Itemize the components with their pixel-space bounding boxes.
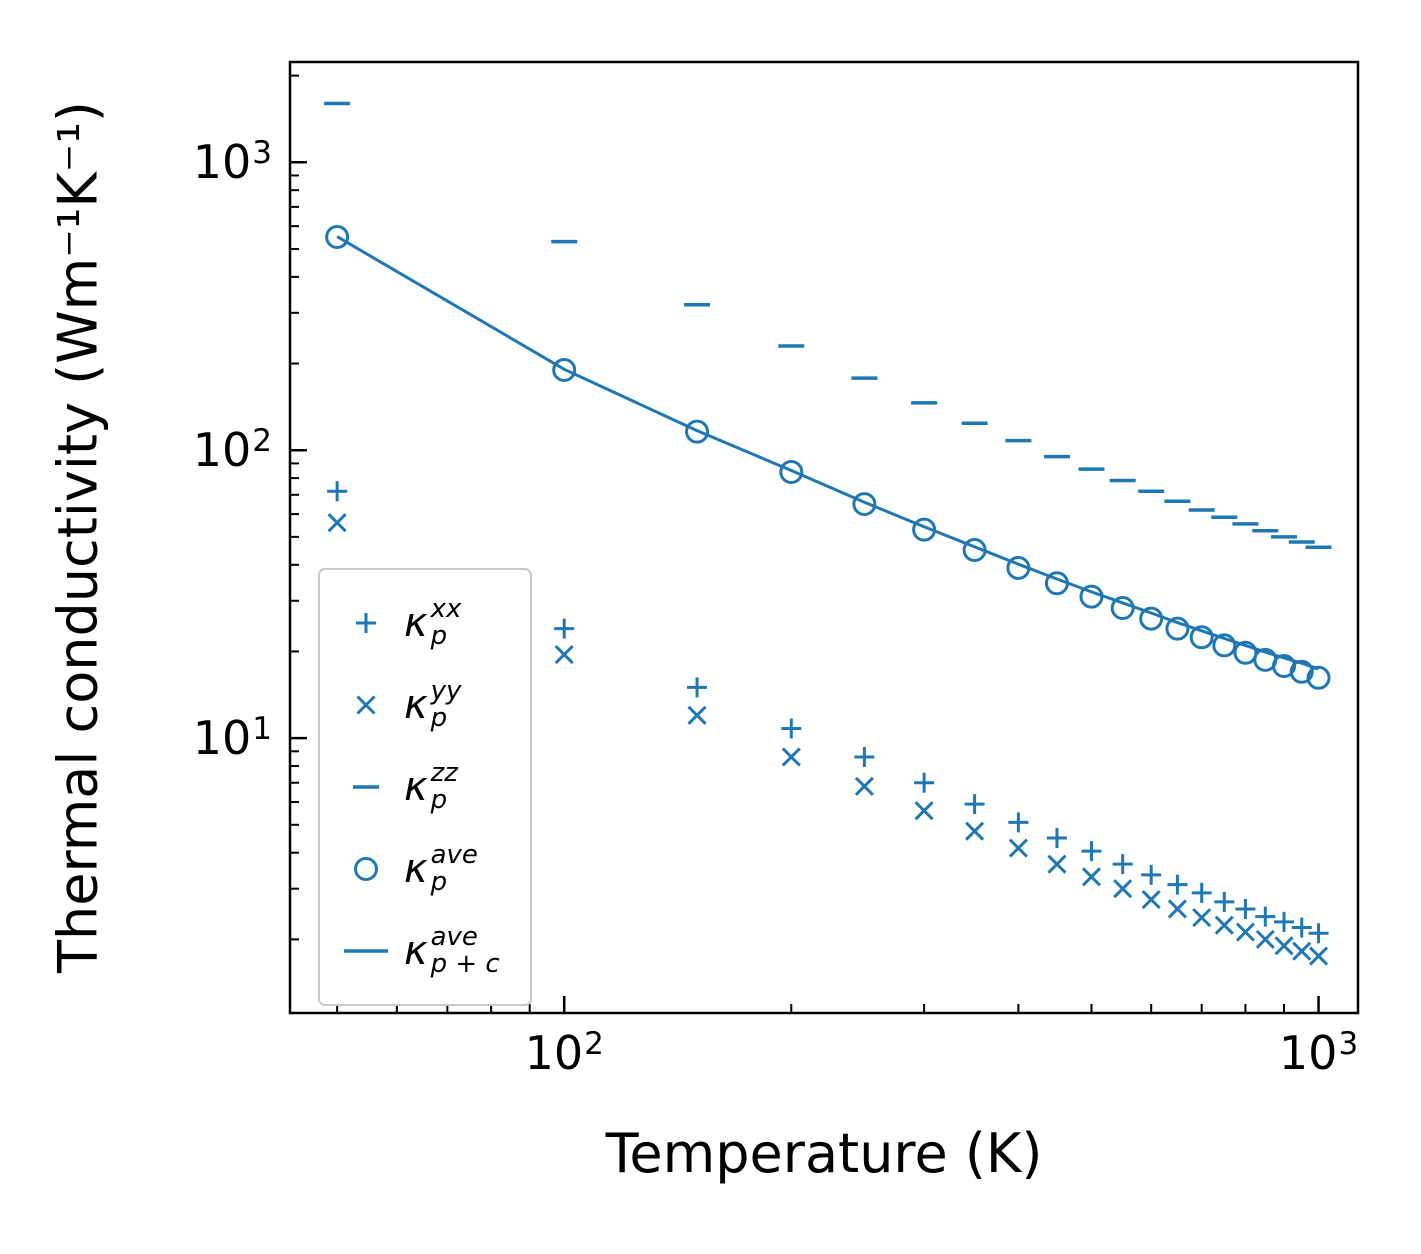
legend-entry-kappa_p_plus_c_ave: κ ave p + c xyxy=(338,914,500,988)
plus-marker-icon xyxy=(356,613,376,633)
ytick-label: 101 xyxy=(192,711,272,766)
line-marker-icon xyxy=(344,949,388,953)
y-axis-label: Thermal conductivity (Wm⁻¹K⁻¹) xyxy=(46,101,110,973)
legend: κ xx p κ yy p κ zz p κ ave p κ ave p + c xyxy=(318,568,532,1006)
series-kappa_p_zz xyxy=(324,101,1332,550)
ytick-label: 103 xyxy=(192,135,272,190)
legend-label: κ ave p xyxy=(404,840,478,897)
x-major-ticks xyxy=(562,996,1320,1013)
hline-marker-icon xyxy=(353,785,379,789)
series-kappa_p_yy xyxy=(327,513,1329,966)
y-major-ticks xyxy=(290,161,307,740)
x-marker-icon xyxy=(356,695,376,715)
y-minor-ticks xyxy=(290,74,299,941)
ytick-label: 102 xyxy=(192,423,272,478)
legend-label: κ xx p xyxy=(404,594,462,651)
legend-label: κ ave p + c xyxy=(404,922,500,979)
legend-entry-kappa_p_ave: κ ave p xyxy=(338,832,500,906)
series-kappa_p_ave xyxy=(325,225,1331,690)
xtick-label: 103 xyxy=(1278,1026,1359,1080)
legend-entry-kappa_p_xx: κ xx p xyxy=(338,586,500,660)
series-kappa_p_xx xyxy=(327,481,1329,944)
legend-entry-kappa_p_yy: κ yy p xyxy=(338,668,500,742)
legend-label: κ yy p xyxy=(404,676,462,733)
xtick-label: 102 xyxy=(524,1026,604,1080)
circle-marker-icon xyxy=(354,857,378,881)
x-axis-label: Temperature (K) xyxy=(605,1122,1043,1185)
legend-label: κ zz p xyxy=(404,758,458,815)
legend-entry-kappa_p_zz: κ zz p xyxy=(338,750,500,824)
